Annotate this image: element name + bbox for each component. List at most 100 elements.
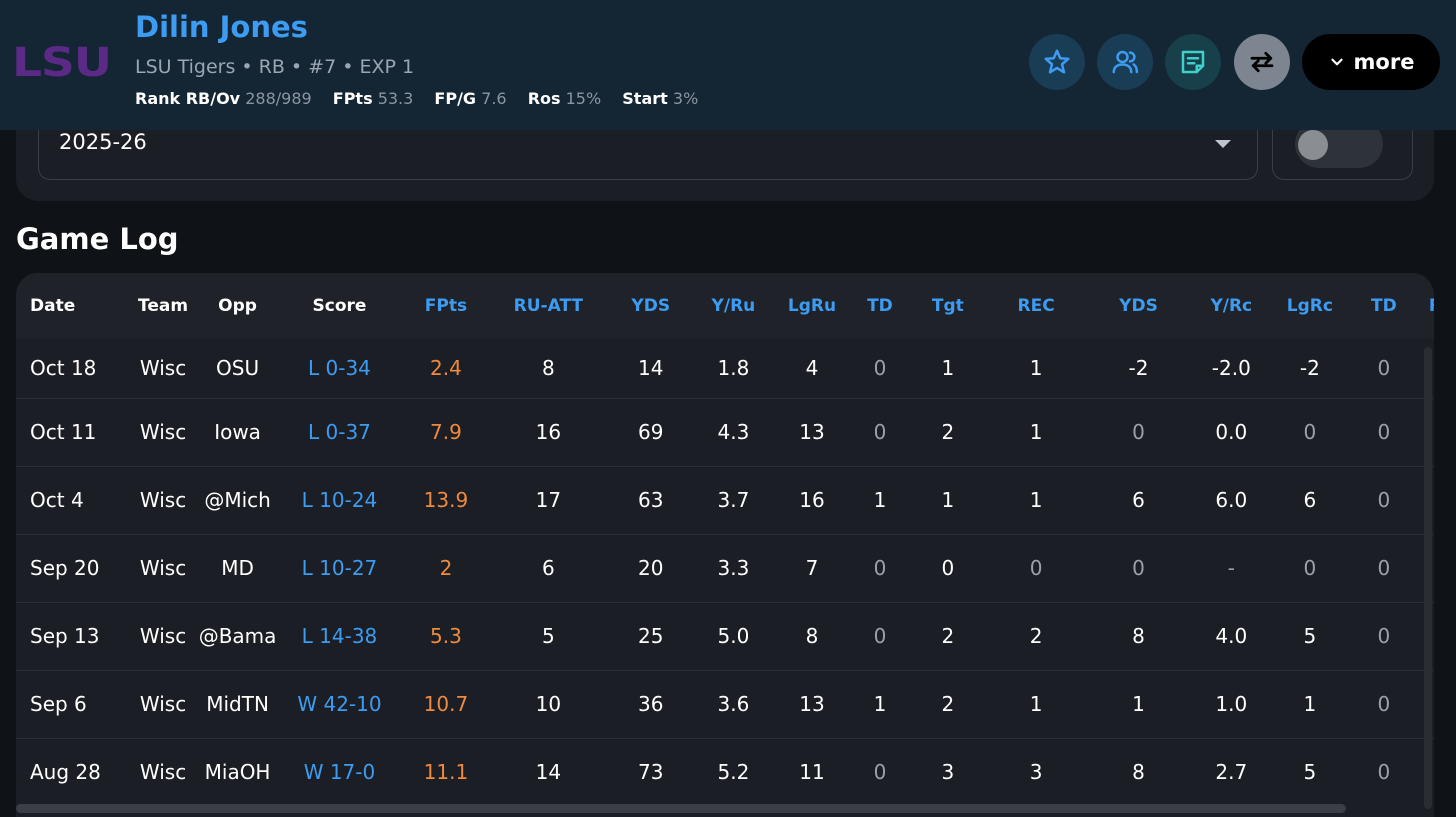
table-row[interactable]: Sep 20 Wisc MD L 10-27 2 6 20 3.3 7 0 0 0 0 - 0 0 (16, 534, 1434, 602)
cell-opp: MidTN (206, 692, 269, 716)
team-logo: LSU (12, 40, 112, 86)
cell-fpts: 13.9 (423, 488, 469, 512)
cell-ru-yds: 69 (638, 420, 664, 444)
col-header-lg-rc[interactable]: LgRc (1286, 296, 1333, 316)
cell-date: Aug 28 (30, 760, 101, 785)
cell-team: Wisc (139, 356, 187, 381)
cell-rec: 3 (1029, 760, 1043, 785)
cell-ru-yds: 14 (638, 356, 664, 381)
cell-y-rc: 6.0 (1215, 488, 1248, 512)
cell-fpts: 5.3 (430, 624, 462, 648)
col-header-rec-td[interactable]: TD (1371, 296, 1397, 316)
col-header-ru-att[interactable]: RU-ATT (513, 296, 584, 316)
cell-team: Wisc (139, 624, 187, 648)
cell-lg-rc: -2 (1299, 356, 1320, 381)
cell-rec: 1 (1029, 488, 1043, 512)
table-row[interactable]: Sep 6 Wisc MidTN W 42-10 10.7 10 36 3.6 13 1 2 1 1 1.… (16, 670, 1434, 738)
cell-score[interactable]: L 14-38 (301, 624, 378, 648)
cell-rec-yds: 6 (1132, 488, 1145, 512)
col-header-y-ru[interactable]: Y/Ru (711, 296, 756, 316)
cell-y-ru: 4.3 (717, 420, 750, 444)
cell-rec-yds: 0 (1132, 420, 1145, 444)
col-header-lg-ru[interactable]: LgRu (787, 296, 837, 316)
cell-team: Wisc (139, 556, 187, 580)
table-row[interactable]: Aug 28 Wisc MiaOH W 17-0 11.1 14 73 5.2 11 0 3 3 8 2.… (16, 738, 1434, 806)
col-header-rec[interactable]: REC (1017, 296, 1055, 316)
col-header-fpts[interactable]: FPts (424, 296, 468, 316)
col-header-team[interactable]: Team (138, 296, 189, 316)
cell-rec-td: 0 (1377, 356, 1391, 381)
cell-rec: 1 (1029, 356, 1043, 381)
col-header-ru-td[interactable]: TD (867, 296, 893, 316)
notes-button[interactable] (1165, 34, 1221, 90)
table-row[interactable]: Oct 4 Wisc @Mich L 10-24 13.9 17 63 3.7 16 1 1 1 6 6.… (16, 466, 1434, 534)
cell-lg-rc: 1 (1303, 692, 1317, 716)
cell-date: Sep 13 (30, 624, 100, 648)
stat-value: 53.3 (377, 89, 414, 108)
chevron-down-icon (1330, 58, 1343, 66)
player-name: Dilin Jones (135, 10, 308, 44)
horizontal-scrollbar[interactable] (16, 804, 1346, 813)
player-stats: Rank RB/Ov 288/989 FPts 53.3 FP/G 7.6 Ro… (135, 89, 714, 108)
cell-rec-td: 0 (1377, 420, 1391, 444)
cell-team: Wisc (139, 692, 187, 716)
stat-label: FPts (332, 89, 373, 108)
cell-y-ru: 3.3 (717, 556, 750, 580)
caret-down-icon (1215, 140, 1231, 148)
cell-opp: MD (221, 556, 254, 580)
col-header-tgt[interactable]: Tgt (931, 296, 964, 316)
cell-fpts: 11.1 (423, 760, 469, 785)
toggle-knob (1298, 130, 1328, 160)
cell-ru-att: 5 (541, 624, 555, 648)
cell-ru-td: 0 (873, 420, 887, 444)
cell-score[interactable]: L 10-27 (301, 556, 378, 580)
cell-y-ru: 5.2 (717, 760, 750, 785)
cell-score[interactable]: L 0-34 (308, 356, 371, 381)
note-icon (1181, 50, 1205, 74)
cell-ru-yds: 63 (638, 488, 664, 512)
cell-y-ru: 5.0 (717, 624, 750, 648)
col-header-y-rc[interactable]: Y/Rc (1210, 296, 1253, 316)
col-header-f[interactable]: F (1413, 273, 1434, 339)
col-header-score[interactable]: Score (312, 296, 367, 316)
season-select[interactable]: 2025-26 (38, 100, 1258, 180)
star-icon (1044, 49, 1070, 74)
compare-button[interactable] (1097, 34, 1153, 90)
cell-ru-td: 1 (873, 488, 887, 512)
col-header-ru-yds[interactable]: YDS (631, 296, 671, 316)
cell-score[interactable]: L 0-37 (308, 420, 371, 444)
cell-opp: OSU (216, 356, 260, 381)
cell-rec-yds: 8 (1132, 760, 1145, 785)
cell-score[interactable]: L 10-24 (301, 488, 378, 512)
cell-y-ru: 3.6 (717, 692, 750, 716)
favorite-button[interactable] (1029, 34, 1085, 90)
cell-lg-ru: 11 (799, 760, 825, 785)
trade-button[interactable] (1234, 34, 1290, 90)
cell-lg-rc: 5 (1303, 624, 1317, 648)
col-header-date[interactable]: Date (30, 296, 76, 316)
cell-ru-att: 14 (535, 760, 562, 785)
cell-rec-td: 0 (1377, 692, 1391, 716)
table-row[interactable]: Oct 11 Wisc Iowa L 0-37 7.9 16 69 4.3 13 0 2 1 0 0.0 0… (16, 398, 1434, 466)
section-title: Game Log (16, 222, 179, 256)
cell-rec-yds: -2 (1128, 356, 1149, 381)
cell-rec-td: 0 (1377, 760, 1391, 785)
cell-lg-rc: 5 (1303, 760, 1317, 785)
table-row[interactable]: Sep 13 Wisc @Bama L 14-38 5.3 5 25 5.0 8 0 2 2 8 4.0 5… (16, 602, 1434, 670)
cell-score[interactable]: W 17-0 (303, 760, 376, 785)
cell-team: Wisc (139, 488, 187, 512)
col-header-rec-yds[interactable]: YDS (1119, 296, 1158, 316)
cell-score[interactable]: W 42-10 (297, 692, 382, 716)
cell-date: Sep 6 (30, 692, 87, 716)
more-label: more (1353, 50, 1415, 74)
col-header-opp[interactable]: Opp (218, 296, 257, 316)
cell-y-rc: 2.7 (1215, 760, 1248, 785)
table-row[interactable]: Oct 18 Wisc OSU L 0-34 2.4 8 14 1.8 4 0 1 1 -2 -2.0 -2… (16, 339, 1434, 398)
cell-rec: 2 (1029, 624, 1043, 648)
more-button[interactable]: more (1302, 34, 1440, 90)
cell-y-rc: 4.0 (1215, 624, 1248, 648)
table-body: Oct 18 Wisc OSU L 0-34 2.4 8 14 1.8 4 0 1 1 -2 -2.0 -2… (16, 339, 1434, 806)
vertical-scrollbar[interactable] (1424, 347, 1432, 809)
cell-rec-td: 0 (1377, 556, 1391, 580)
cell-y-rc: - (1227, 556, 1235, 580)
